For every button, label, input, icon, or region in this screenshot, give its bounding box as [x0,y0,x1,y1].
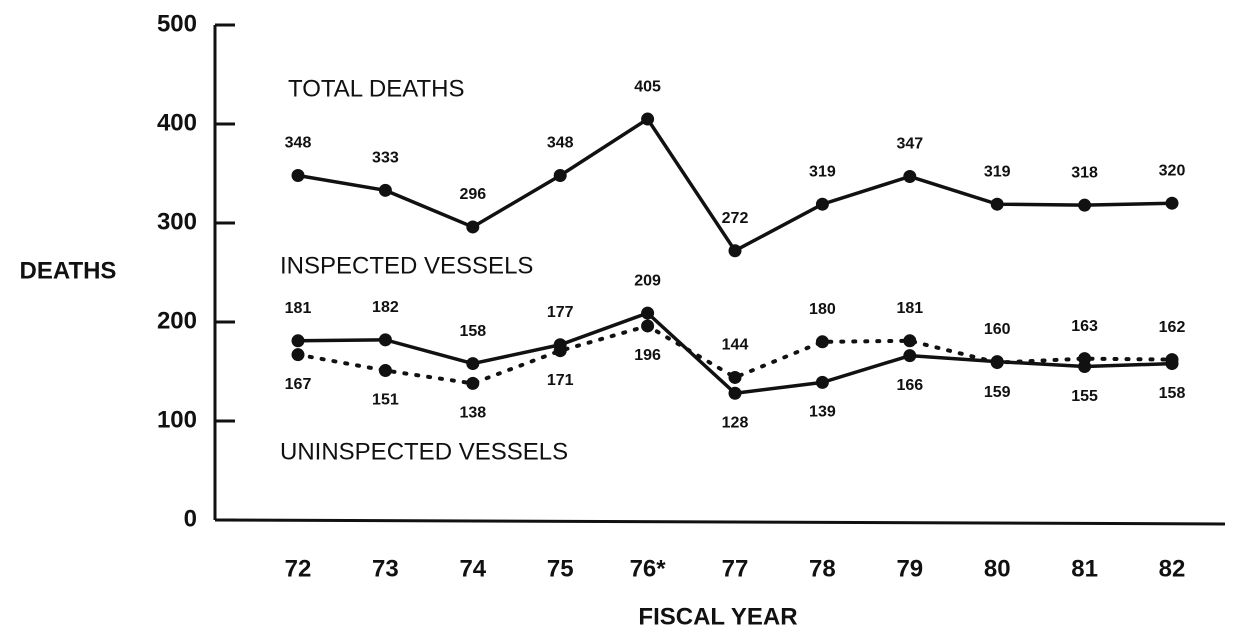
data-point [466,357,480,371]
data-label: 333 [372,150,399,167]
x-tick-label: 77 [722,555,749,582]
data-label: 139 [809,404,836,421]
y-axis-label: DEATHS [20,257,117,284]
data-point [641,319,655,333]
data-label: 348 [547,135,574,152]
data-point [815,335,829,349]
x-axis [214,518,1226,526]
data-point [815,197,829,211]
x-tick-label: 74 [459,555,486,582]
data-label: 138 [459,405,486,422]
x-tick-label: 76* [630,555,667,582]
data-point [1165,196,1179,210]
data-point [291,348,305,362]
x-tick-label: 82 [1159,555,1186,582]
data-label: 171 [547,372,574,389]
x-tick-label: 72 [285,555,312,582]
data-point [903,169,917,183]
data-point [728,244,742,258]
data-point [291,168,305,182]
data-label: 180 [809,301,836,318]
data-point [378,333,392,347]
data-label: 181 [896,300,923,317]
data-label: 177 [547,304,574,321]
data-label: 151 [372,392,399,409]
data-point [903,334,917,348]
data-point [378,364,392,378]
data-point [1165,353,1179,367]
data-point [990,197,1004,211]
data-point [1078,198,1092,212]
series-name: INSPECTED VESSELS [280,252,533,279]
data-label: 405 [634,78,661,95]
data-label: 348 [285,135,312,152]
x-axis-label: FISCAL YEAR [638,603,797,630]
data-label: 318 [1071,164,1098,181]
data-label: 155 [1071,388,1098,405]
y-tick-label: 100 [157,406,197,433]
data-point [466,220,480,234]
data-label: 163 [1071,318,1098,335]
data-point [553,344,567,358]
y-tick-label: 400 [157,109,197,136]
data-point [641,306,655,320]
x-tick-label: 75 [547,555,574,582]
series-name: UNINSPECTED VESSELS [280,438,568,465]
x-tick-label: 73 [372,555,399,582]
data-point [466,376,480,390]
x-tick-label: 80 [984,555,1011,582]
series-name: TOTAL DEATHS [288,75,464,102]
data-point [990,356,1004,370]
data-label: 272 [722,210,749,227]
data-label: 166 [896,377,923,394]
data-label: 128 [722,414,749,431]
data-label: 209 [634,272,661,289]
data-label: 319 [809,163,836,180]
data-label: 162 [1159,319,1186,336]
data-point [815,375,829,389]
data-point [1078,352,1092,366]
data-label: 319 [984,163,1011,180]
x-tick-label: 78 [809,555,836,582]
data-label: 181 [285,300,312,317]
x-tick-label: 79 [896,555,923,582]
y-tick-label: 500 [157,10,197,37]
data-point [903,349,917,363]
x-tick-label: 81 [1071,555,1098,582]
data-label: 182 [372,299,399,316]
series-line [296,323,1174,386]
data-point [728,370,742,384]
data-label: 320 [1159,162,1186,179]
y-tick-label: 200 [157,307,197,334]
data-label: 296 [459,186,486,203]
data-label: 159 [984,384,1011,401]
y-tick-label: 0 [184,505,197,532]
data-label: 347 [896,136,923,153]
data-label: 158 [1159,385,1186,402]
data-point [553,168,567,182]
series-line [296,116,1174,254]
data-point [378,183,392,197]
data-point [291,334,305,348]
data-label: 144 [722,337,749,354]
data-label: 158 [459,323,486,340]
y-tick-label: 300 [157,208,197,235]
data-point [728,386,742,400]
data-point [641,112,655,126]
data-label: 196 [634,347,661,364]
data-label: 167 [285,376,312,393]
data-label: 160 [984,321,1011,338]
